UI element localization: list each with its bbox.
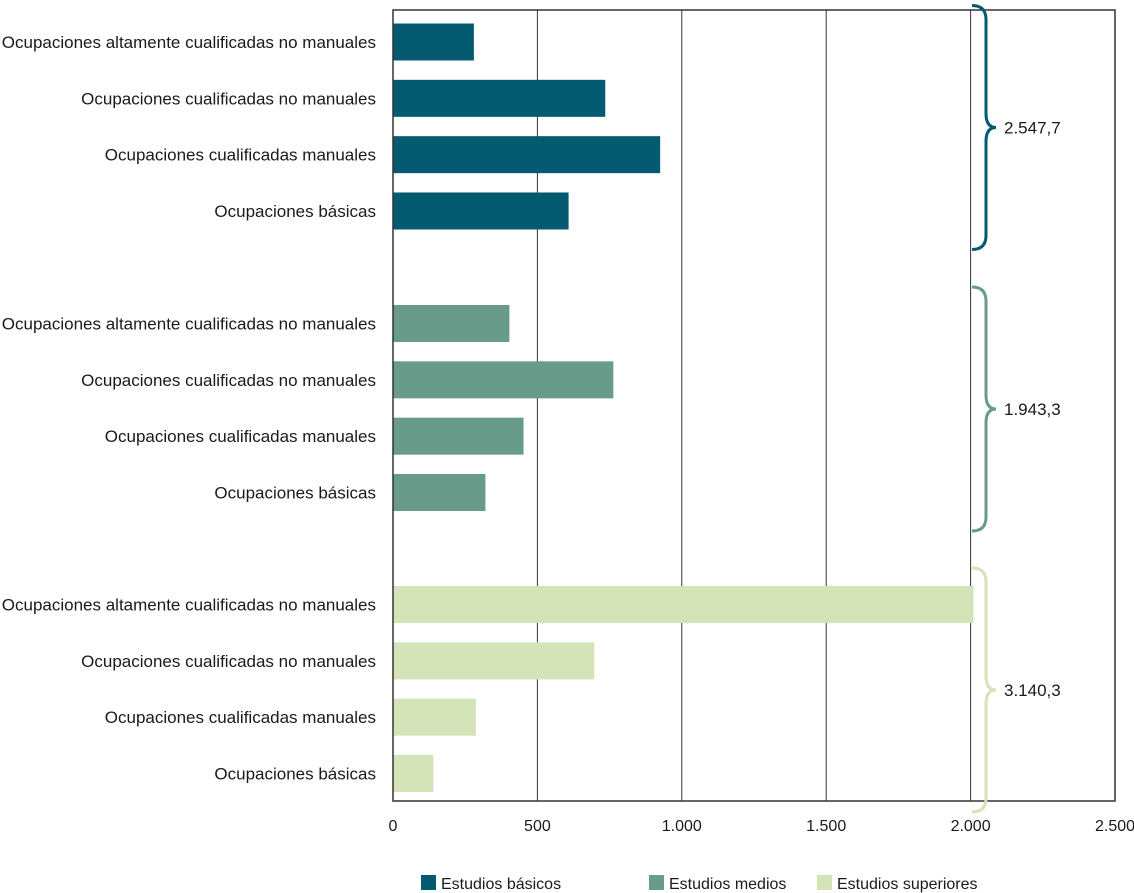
bar — [393, 417, 524, 455]
x-axis-ticks: 0 500 1.000 1.500 2.000 2.500 — [389, 818, 1134, 835]
bar — [393, 754, 434, 792]
bar — [393, 305, 510, 342]
group-brace — [971, 4, 997, 251]
category-labels: Ocupaciones altamente cualificadas no ma… — [2, 33, 376, 783]
category-label: Ocupaciones cualificadas manuales — [105, 708, 376, 727]
x-tick-label: 500 — [524, 818, 551, 835]
plot-border — [392, 9, 1116, 802]
bar — [393, 23, 474, 61]
group-total-label: 3.140,3 — [1004, 681, 1061, 700]
category-label: Ocupaciones altamente cualificadas no ma… — [2, 596, 376, 615]
category-label: Ocupaciones cualificadas no manuales — [81, 371, 376, 390]
group-brace — [971, 285, 997, 533]
group-braces: 2.547,7 1.943,3 3.140,3 — [971, 4, 1061, 814]
group-brace — [971, 566, 997, 814]
x-tick-label: 1.000 — [662, 818, 702, 835]
bar — [393, 586, 974, 623]
grid-lines — [536, 10, 972, 801]
legend-swatch — [817, 875, 832, 890]
bar — [393, 473, 486, 511]
bar — [393, 361, 614, 399]
x-tick-label: 1.500 — [806, 818, 846, 835]
bar — [393, 642, 595, 680]
legend-swatch — [421, 875, 436, 890]
x-tick-label: 0 — [389, 818, 398, 835]
category-label: Ocupaciones básicas — [214, 483, 376, 502]
category-label: Ocupaciones cualificadas no manuales — [81, 652, 376, 671]
category-label: Ocupaciones cualificadas no manuales — [81, 89, 376, 108]
group-total-label: 1.943,3 — [1004, 400, 1061, 419]
group-total-label: 2.547,7 — [1004, 118, 1061, 137]
category-label: Ocupaciones altamente cualificadas no ma… — [2, 33, 376, 52]
bar — [393, 136, 661, 174]
x-tick-label: 2.500 — [1095, 818, 1134, 835]
category-label: Ocupaciones cualificadas manuales — [105, 427, 376, 446]
legend-label: Estudios básicos — [441, 876, 561, 893]
x-tick-label: 2.000 — [951, 818, 991, 835]
bar — [393, 192, 569, 230]
bars — [393, 23, 974, 792]
legend-label: Estudios medios — [669, 876, 786, 893]
legend: Estudios básicos Estudios medios Estudios … — [421, 875, 978, 893]
category-label: Ocupaciones cualificadas manuales — [105, 146, 376, 165]
legend-swatch — [649, 875, 664, 890]
bar — [393, 698, 476, 736]
category-label: Ocupaciones básicas — [214, 764, 376, 783]
category-label: Ocupaciones altamente cualificadas no ma… — [2, 315, 376, 334]
bar — [393, 79, 606, 117]
category-label: Ocupaciones básicas — [214, 202, 376, 221]
legend-label: Estudios superiores — [837, 876, 978, 893]
plot-frame — [392, 9, 1116, 802]
